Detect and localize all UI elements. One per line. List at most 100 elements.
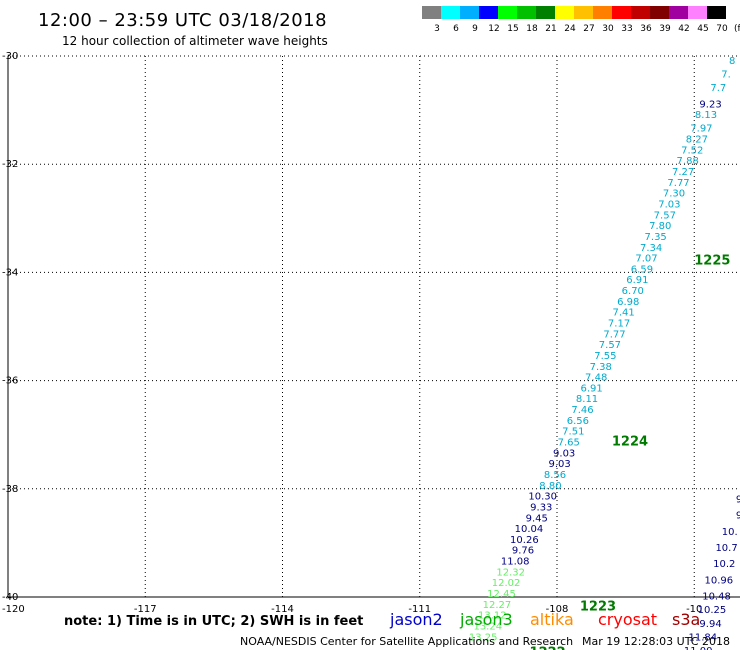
x-tick-label: -114 bbox=[271, 604, 294, 615]
wave-height-point: 7.17 bbox=[608, 319, 630, 330]
wave-height-point: 10.7 bbox=[715, 543, 737, 554]
colorbar-swatch bbox=[612, 6, 631, 19]
pass-number-label: 1223 bbox=[580, 600, 616, 615]
wave-height-point: 7.27 bbox=[672, 167, 694, 178]
wave-height-point: 7.97 bbox=[690, 124, 712, 135]
colorbar-label: 33 bbox=[621, 24, 632, 34]
colorbar-unit: (ft) bbox=[734, 24, 740, 34]
colorbar-label: 39 bbox=[659, 24, 671, 34]
wave-height-point: 6.59 bbox=[631, 264, 653, 275]
chart-title: 12:00 – 23:59 UTC 03/18/2018 bbox=[38, 10, 327, 31]
colorbar-swatch bbox=[536, 6, 555, 19]
wave-height-point: 10.2 bbox=[713, 559, 735, 570]
colorbar-swatch bbox=[593, 6, 612, 19]
wave-height-point: 7.03 bbox=[658, 199, 680, 210]
y-tick-label: -36 bbox=[2, 376, 18, 387]
wave-height-point: 9.03 bbox=[548, 459, 570, 470]
wave-height-point: 10.96 bbox=[704, 575, 733, 586]
wave-height-point: 11.84 bbox=[688, 632, 717, 643]
wave-height-point: 6.91 bbox=[626, 275, 648, 286]
colorbar-swatch bbox=[650, 6, 669, 19]
x-tick-label: -10 bbox=[686, 604, 702, 615]
wave-height-point: 7.55 bbox=[594, 351, 616, 362]
wave-height-point: 10.04 bbox=[515, 524, 544, 535]
y-tick-label: -34 bbox=[2, 267, 18, 278]
colorbar-swatch bbox=[498, 6, 517, 19]
credit-text: NOAA/NESDIS Center for Satellite Applica… bbox=[240, 635, 573, 648]
wave-height-point: 7.38 bbox=[590, 362, 612, 373]
units-note: note: 1) Time is in UTC; 2) SWH is in fe… bbox=[64, 614, 363, 629]
x-tick-label: -117 bbox=[134, 604, 157, 615]
colorbar-label: 24 bbox=[564, 24, 576, 34]
wave-height-point: 13.24 bbox=[473, 621, 502, 632]
colorbar-swatch bbox=[707, 6, 726, 19]
wave-height-point: 13.25 bbox=[469, 632, 498, 643]
wave-height-point: 7.57 bbox=[599, 340, 621, 351]
wave-height-point: 12.02 bbox=[492, 578, 521, 589]
wave-height-point: 7.77 bbox=[667, 178, 689, 189]
wave-height-point: 7.57 bbox=[654, 210, 676, 221]
satellite-legend-cryosat: cryosat bbox=[598, 610, 657, 629]
colorbar-label: 15 bbox=[507, 24, 518, 34]
wave-height-point: 10.26 bbox=[510, 535, 539, 546]
wave-height-point: 8.13 bbox=[695, 110, 717, 121]
wave-height-point: 7.88 bbox=[677, 156, 699, 167]
x-tick-label: -111 bbox=[408, 604, 431, 615]
wave-height-point: 11.00 bbox=[684, 646, 713, 650]
pass-number-label: 1225 bbox=[694, 253, 730, 268]
colorbar-label: 42 bbox=[678, 24, 689, 34]
y-tick-label: -30 bbox=[2, 51, 18, 62]
x-tick-label: -120 bbox=[2, 604, 25, 615]
colorbar-swatch bbox=[669, 6, 688, 19]
satellite-legend-s3a: s3a bbox=[672, 610, 700, 629]
wave-height-point: 7.48 bbox=[585, 373, 607, 384]
wave-height-point: 7.30 bbox=[663, 189, 685, 200]
satellite-legend: jason2 jason3 altika cryosat s3a bbox=[389, 610, 700, 629]
colorbar-label: 27 bbox=[583, 24, 594, 34]
pass-number-label: 1224 bbox=[612, 435, 648, 450]
colorbar-swatch bbox=[574, 6, 593, 19]
wave-height-point: 9 bbox=[736, 511, 740, 522]
colorbar-label: 45 bbox=[697, 24, 708, 34]
wave-height-point: 10. bbox=[722, 527, 738, 538]
y-tick-label: -38 bbox=[2, 484, 18, 495]
satellite-legend-jason3: jason3 bbox=[459, 610, 513, 629]
y-tick-label: -40 bbox=[2, 592, 18, 603]
wave-height-point: 7.52 bbox=[681, 145, 703, 156]
chart-subtitle: 12 hour collection of altimeter wave hei… bbox=[62, 34, 328, 48]
wave-height-point: 8.56 bbox=[544, 470, 566, 481]
wave-height-point: 7.41 bbox=[613, 308, 635, 319]
wave-height-point: 8.11 bbox=[576, 394, 598, 405]
wave-height-point: 10.48 bbox=[702, 592, 731, 603]
wave-height-point: 7.35 bbox=[645, 232, 667, 243]
colorbar-swatch bbox=[441, 6, 460, 19]
wave-height-point: 6.56 bbox=[567, 416, 589, 427]
wave-height-point: 11.08 bbox=[501, 557, 530, 568]
wave-height-point: 12.32 bbox=[496, 567, 525, 578]
colorbar-label: 12 bbox=[488, 24, 499, 34]
wave-height-point: 8 bbox=[729, 56, 735, 67]
wave-height-point: 9.45 bbox=[526, 513, 548, 524]
wave-height-point: 7.7 bbox=[710, 83, 726, 94]
plot-area: -120 -117 -114 -111 -108 -10 -30 -32 -34 -36 -38 -4… bbox=[2, 51, 740, 650]
wave-height-point: 10.30 bbox=[528, 492, 557, 503]
wave-height-point: 13.12 bbox=[478, 611, 507, 622]
wave-height-point: 6.91 bbox=[580, 383, 602, 394]
wave-height-point: 12.27 bbox=[483, 600, 512, 611]
wave-height-point: 7.34 bbox=[640, 243, 662, 254]
colorbar-label: 70 bbox=[716, 24, 728, 34]
satellite-legend-altika: altika bbox=[530, 610, 574, 629]
wave-height-point: 7.51 bbox=[562, 427, 584, 438]
wave-height-point: 6.70 bbox=[622, 286, 644, 297]
wave-height-point: 9.33 bbox=[530, 502, 552, 513]
colorbar-label: 21 bbox=[545, 24, 556, 34]
wave-height-point: 10.25 bbox=[698, 605, 727, 616]
timestamp-text: Mar 19 12:28:03 UTC 2018 bbox=[582, 635, 730, 648]
colorbar-swatch bbox=[688, 6, 707, 19]
colorbar-label: 30 bbox=[602, 24, 614, 34]
wave-height-point: 8.80 bbox=[539, 481, 561, 492]
colorbar-label: 36 bbox=[640, 24, 652, 34]
wave-height-point: 7.80 bbox=[649, 221, 671, 232]
pass-number-label: 1222 bbox=[530, 646, 566, 650]
